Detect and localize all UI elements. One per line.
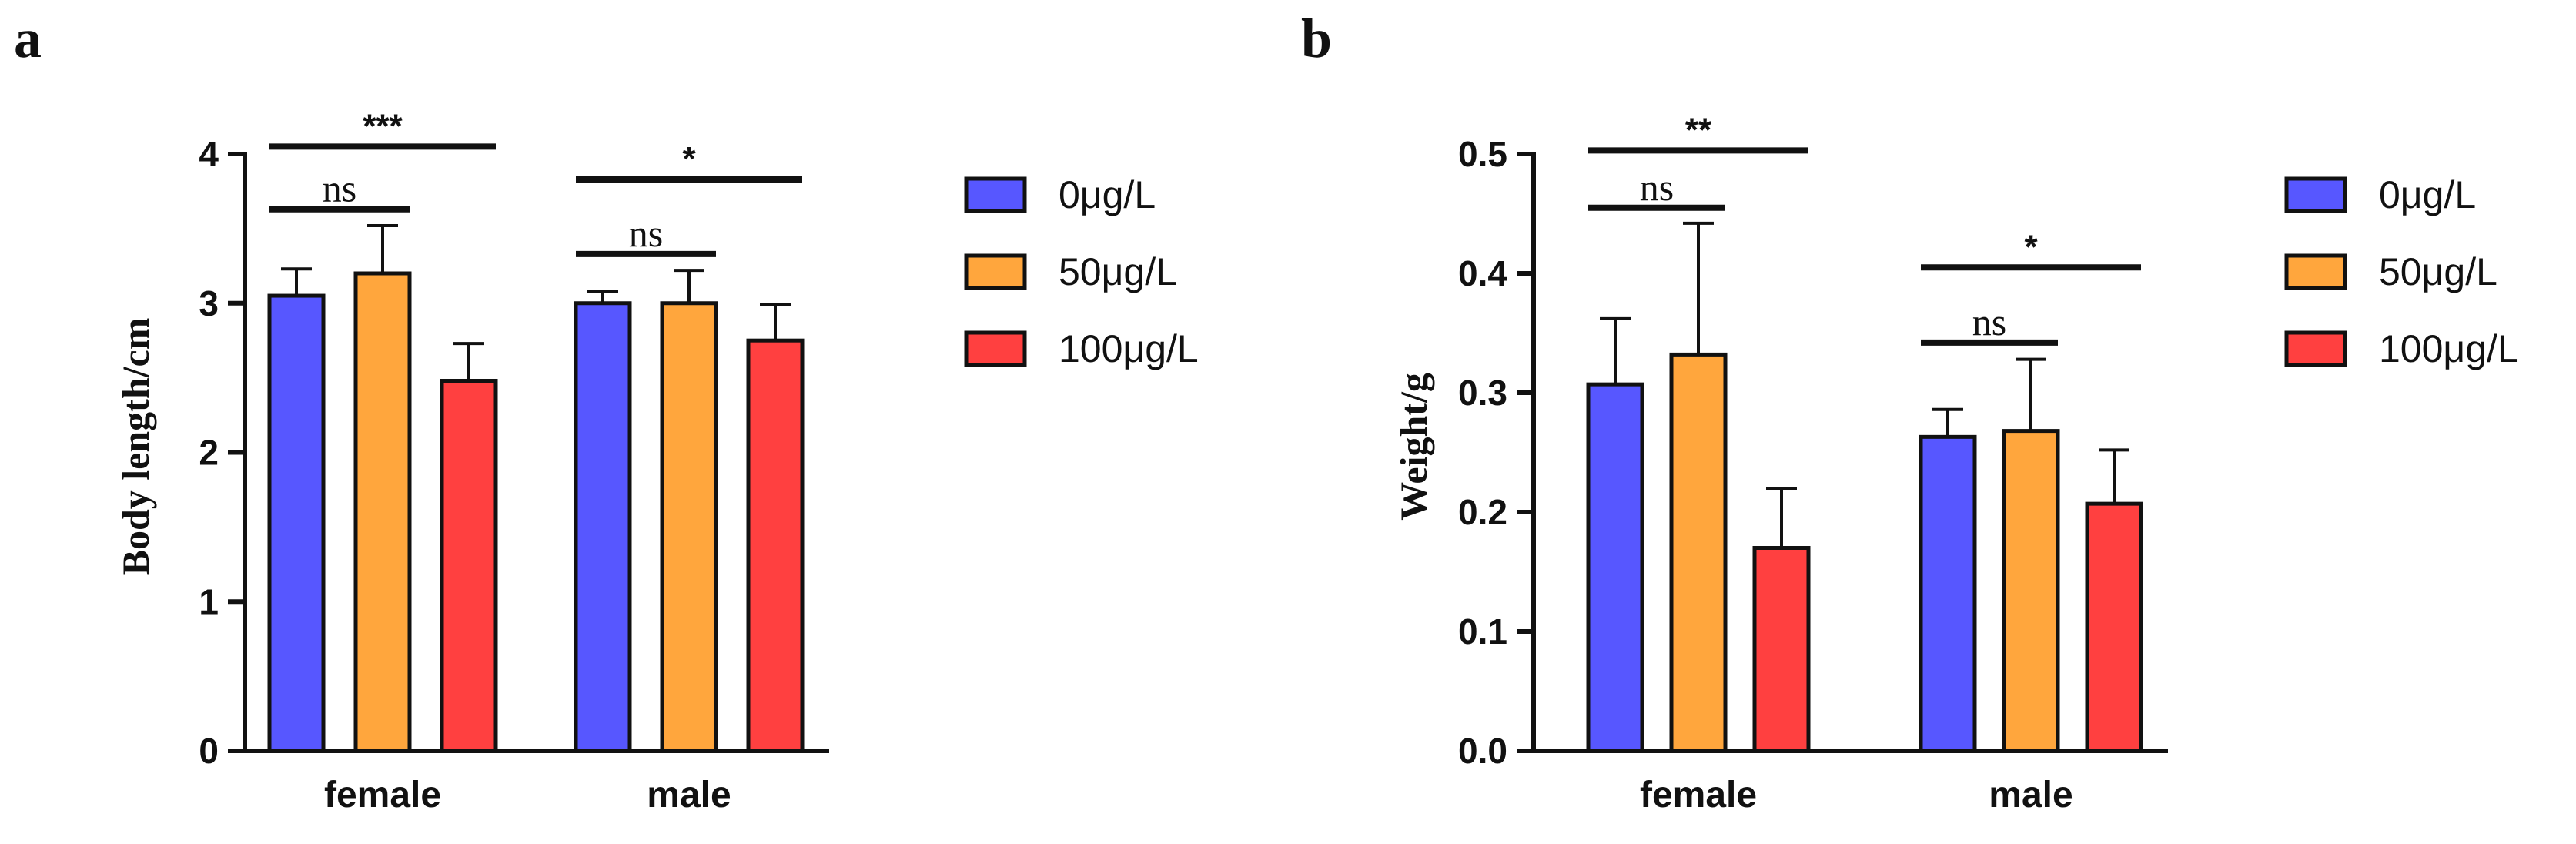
bar-male-series-1 <box>2002 429 2060 753</box>
legend-swatch-2 <box>2284 330 2347 367</box>
significance-label: ns <box>629 212 663 255</box>
panel-b-y-tick-label: 0.4 <box>1458 253 1507 293</box>
panel-a-legend: 0μg/L 50μg/L 100μg/L <box>964 173 1199 370</box>
bar-male-series-0 <box>1919 434 1977 753</box>
significance-label: ** <box>1685 111 1712 149</box>
bar-female-series-1 <box>353 271 412 753</box>
legend-swatch-1 <box>964 253 1027 290</box>
bar-male-series-1 <box>660 301 718 753</box>
panel-b-y-tick-label: 0.2 <box>1458 492 1507 532</box>
panel-b-y-tick-label: 0.0 <box>1458 731 1507 771</box>
panel-a-y-tick-label: 1 <box>199 581 219 621</box>
significance-label: * <box>2024 228 2038 266</box>
panel-a-y-axis-label: Body length/cm <box>114 318 157 576</box>
legend-swatch-1 <box>2284 253 2347 290</box>
legend-label-1: 50μg/L <box>2379 250 2497 293</box>
legend-label-1: 50μg/L <box>1059 250 1177 293</box>
bar-male-series-0 <box>574 301 632 753</box>
bar-male-series-2 <box>746 338 805 753</box>
panel-a-y-tick-label: 0 <box>199 731 219 771</box>
x-tick-label-female: female <box>324 775 441 816</box>
bar-female-series-0 <box>267 293 326 753</box>
x-tick-label-male: male <box>647 775 731 816</box>
bar-female-series-2 <box>440 379 498 753</box>
panel-a-y-tick-label: 3 <box>199 283 219 323</box>
legend-label-2: 100μg/L <box>1059 327 1199 370</box>
panel-a-y-tick-label: 4 <box>199 134 219 174</box>
panel-b-y-axis-label: Weight/g <box>1392 373 1435 521</box>
panel-a-letter: a <box>14 8 42 69</box>
panel-b: b Weight/g 0.0 0.1 0.2 0.3 0.4 0.5 ** ns * ns fe… <box>1301 8 2519 816</box>
significance-label: * <box>682 140 696 178</box>
panel-b-y-ticks: 0.0 0.1 0.2 0.3 0.4 0.5 <box>1458 134 2168 771</box>
panel-a-y-ticks: 0 1 2 3 4 <box>199 134 829 771</box>
panel-a-significance: ***ns*ns <box>269 107 802 257</box>
bar-female-series-2 <box>1752 546 1811 753</box>
bar-male-series-2 <box>2085 501 2143 753</box>
panel-b-letter: b <box>1301 8 1332 69</box>
bar-female-series-1 <box>1669 352 1728 753</box>
panel-a-x-ticks: female male <box>324 775 731 816</box>
panel-b-significance: ** ns * ns <box>1588 111 2141 346</box>
significance-label: ns <box>1640 166 1674 209</box>
bar-female-series-0 <box>1586 382 1644 753</box>
x-tick-label-female: female <box>1640 775 1757 816</box>
panel-b-y-tick-label: 0.5 <box>1458 134 1507 174</box>
panel-a-y-tick-label: 2 <box>199 433 219 473</box>
panel-b-y-tick-label: 0.3 <box>1458 373 1507 413</box>
legend-label-2: 100μg/L <box>2379 327 2519 370</box>
legend-swatch-0 <box>2284 176 2347 213</box>
significance-label: ns <box>323 167 356 210</box>
significance-label: ns <box>1972 300 2006 343</box>
panel-a-bars <box>267 224 805 753</box>
panel-b-bars <box>1586 221 2143 753</box>
panel-b-x-ticks: female male <box>1640 775 2073 816</box>
x-tick-label-male: male <box>1989 775 2073 816</box>
panel-b-y-tick-label: 0.1 <box>1458 611 1507 651</box>
legend-label-0: 0μg/L <box>2379 173 2476 216</box>
panel-b-legend: 0μg/L 50μg/L 100μg/L <box>2284 173 2519 370</box>
legend-swatch-2 <box>964 330 1027 367</box>
legend-swatch-0 <box>964 176 1027 213</box>
significance-label: *** <box>363 107 403 145</box>
legend-label-0: 0μg/L <box>1059 173 1156 216</box>
